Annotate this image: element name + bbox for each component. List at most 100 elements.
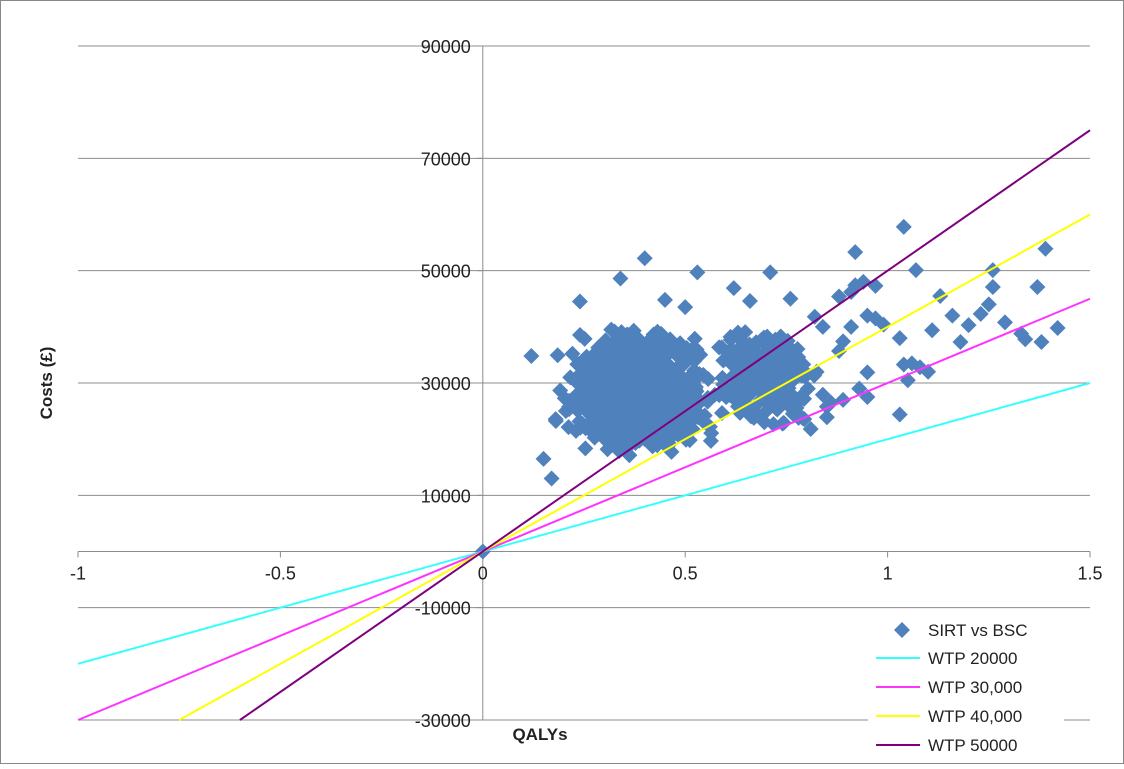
cluster-point [622, 436, 639, 453]
cluster-point [570, 400, 587, 417]
scatter-point [1017, 331, 1034, 348]
cluster-point [612, 368, 629, 385]
cluster-point [790, 349, 807, 366]
cluster-point [713, 339, 730, 356]
x-tick-label: 0 [478, 564, 488, 584]
y-tick-label: 90000 [421, 37, 471, 57]
cluster-point [637, 406, 654, 423]
cluster-point [756, 414, 773, 431]
legend-label: WTP 40,000 [928, 707, 1022, 726]
point-cluster [547, 321, 825, 464]
legend-label: WTP 30,000 [928, 678, 1022, 697]
cluster-point [591, 347, 608, 364]
scatter-point [782, 290, 799, 307]
cluster-point [770, 340, 787, 357]
cluster-point [625, 322, 642, 339]
scatter-point [677, 299, 694, 316]
cluster-point [686, 330, 703, 347]
scatter-point [1049, 319, 1066, 336]
cluster-point [645, 358, 662, 375]
wtp-lines [77, 129, 1091, 721]
cluster-point [630, 376, 647, 393]
legend-marker-scatter [894, 622, 910, 638]
cluster-point [597, 332, 614, 349]
cluster-point [645, 371, 662, 388]
cluster-point [792, 388, 809, 405]
scatter-point [543, 470, 560, 487]
scatter-point [891, 330, 908, 347]
cluster-point [566, 388, 583, 405]
cluster-point [599, 441, 616, 458]
scatter-point [859, 364, 876, 381]
scatter-point [843, 284, 860, 301]
x-tick-label: -0.5 [265, 564, 296, 584]
cluster-point [752, 332, 769, 349]
scatter-point [571, 293, 588, 310]
scatter-point [843, 318, 860, 335]
cluster-point [602, 369, 619, 386]
y-tick-label: -10000 [415, 599, 471, 619]
scatter-point [972, 305, 989, 322]
axes [77, 45, 1091, 721]
cluster-point [650, 387, 667, 404]
wtp-line [178, 213, 1091, 721]
cluster-point [560, 419, 577, 436]
scatter-point [656, 291, 673, 308]
scatter-point [762, 264, 779, 281]
cluster-point [623, 408, 640, 425]
cluster-point [613, 392, 630, 409]
legend-label: SIRT vs BSC [928, 621, 1028, 640]
scatter-point [814, 318, 831, 335]
scatter-point [535, 450, 552, 467]
cluster-point [629, 349, 646, 366]
cluster-point [724, 356, 741, 373]
y-axis-title: Costs (£) [37, 347, 56, 420]
cluster-point [549, 347, 566, 364]
scatter-point [1029, 278, 1046, 295]
cluster-point [571, 326, 588, 343]
scatter-point [1037, 240, 1054, 257]
x-tick-label: 0.5 [673, 564, 698, 584]
cluster-point [552, 382, 569, 399]
scatter-point [612, 270, 629, 287]
cluster-point [681, 347, 698, 364]
scatter-point [725, 280, 742, 297]
cluster-point [589, 364, 606, 381]
scatter-point [895, 356, 912, 373]
cluster-point [729, 398, 746, 415]
cluster-point [594, 423, 611, 440]
y-tick-label: 30000 [421, 374, 471, 394]
cluster-point [653, 407, 670, 424]
scatter-point [996, 314, 1013, 331]
scatter-point [960, 317, 977, 334]
cluster-point [639, 396, 656, 413]
scatter-point [523, 348, 540, 365]
cluster-point [628, 396, 645, 413]
x-tick-label: 1.5 [1077, 564, 1102, 584]
scatter-point [802, 421, 819, 438]
wtp-line [239, 129, 1091, 721]
wtp-line [77, 382, 1091, 665]
cluster-point [666, 379, 683, 396]
cluster-point [592, 384, 609, 401]
cluster-point [673, 418, 690, 435]
cluster-point [777, 366, 794, 383]
cluster-point [696, 407, 713, 424]
cluster-point [722, 328, 739, 345]
scatter-point [867, 310, 884, 327]
scatter-point [895, 218, 912, 235]
legend-label: WTP 20000 [928, 649, 1017, 668]
cluster-point [762, 367, 779, 384]
scatter-points [474, 218, 1066, 560]
scatter-point [847, 244, 864, 261]
cluster-point [673, 368, 690, 385]
scatter-point [636, 250, 653, 267]
x-tick-label: -1 [70, 564, 86, 584]
y-tick-label: -30000 [415, 711, 471, 731]
scatter-point [924, 322, 941, 339]
scatter-point [741, 292, 758, 309]
cluster-point [603, 355, 620, 372]
cluster-point [547, 411, 564, 428]
